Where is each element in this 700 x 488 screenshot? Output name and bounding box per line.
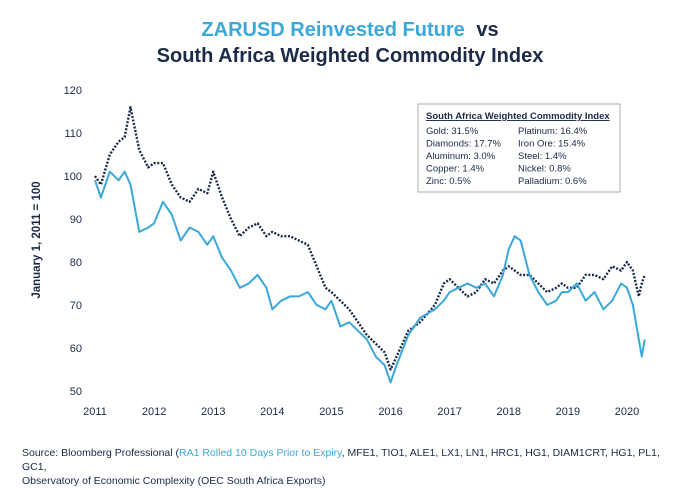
title-part: ZARUSD Reinvested Future <box>201 19 464 41</box>
x-tick-label: 2016 <box>378 406 402 418</box>
annotation-item: Nickel: 0.8% <box>518 164 571 175</box>
x-tick-label: 2015 <box>319 406 343 418</box>
annotation-item: Steel: 1.4% <box>518 151 567 162</box>
annotation-item: Diamonds: 17.7% <box>426 139 502 150</box>
x-tick-label: 2014 <box>260 406 284 418</box>
y-tick-label: 70 <box>70 300 82 312</box>
y-tick-label: 50 <box>70 386 82 398</box>
source-text: Source: Bloomberg Professional ( <box>22 447 179 459</box>
annotation-item: Copper: 1.4% <box>426 164 485 175</box>
x-tick-label: 2017 <box>437 406 461 418</box>
annotation-item: Platinum: 16.4% <box>518 126 588 137</box>
series-line <box>94 170 646 384</box>
title-part: vs <box>476 19 498 41</box>
chart: ZARUSD Reinvested Future vs South Africa… <box>31 19 646 418</box>
x-tick-label: 2018 <box>497 406 521 418</box>
source-link: RA1 Rolled 10 Days Prior to Expiry <box>179 447 342 459</box>
annotation-box: South Africa Weighted Commodity Index Gol… <box>417 103 621 193</box>
chart-title: ZARUSD Reinvested Future vs <box>201 19 498 41</box>
source-text: , MFE1, TIO1, ALE1, LX1, LN1, HRC1, HG1,… <box>22 447 660 473</box>
source-text: Observatory of Economic Complexity (OEC … <box>22 475 326 487</box>
x-tick-label: 2019 <box>556 406 580 418</box>
y-tick-label: 80 <box>70 257 82 269</box>
x-tick-label: 2020 <box>615 406 639 418</box>
series-line <box>94 106 646 371</box>
x-tick-label: 2011 <box>83 406 107 418</box>
y-axis-label: January 1, 2011 = 100 <box>31 181 43 298</box>
annotation-frame <box>417 103 621 193</box>
source-note: Source: Bloomberg Professional (RA1 Roll… <box>22 446 682 488</box>
x-tick-label: 2012 <box>142 406 166 418</box>
chart-title: South Africa Weighted Commodity Index <box>157 45 544 67</box>
annotation-item: Palladium: 0.6% <box>518 176 587 187</box>
y-tick-label: 100 <box>64 171 82 183</box>
annotation-item: Zinc: 0.5% <box>426 176 471 187</box>
annotation-item: Gold: 31.5% <box>426 126 479 137</box>
annotation-title: South Africa Weighted Commodity Index <box>426 111 610 122</box>
x-tick-label: 2013 <box>201 406 225 418</box>
annotation-item: Aluminum: 3.0% <box>426 151 496 162</box>
y-tick-label: 60 <box>70 343 82 355</box>
annotation-item: Iron Ore: 15.4% <box>518 139 586 150</box>
y-tick-label: 90 <box>70 214 82 226</box>
y-tick-label: 120 <box>64 85 82 97</box>
y-tick-label: 110 <box>64 128 82 140</box>
